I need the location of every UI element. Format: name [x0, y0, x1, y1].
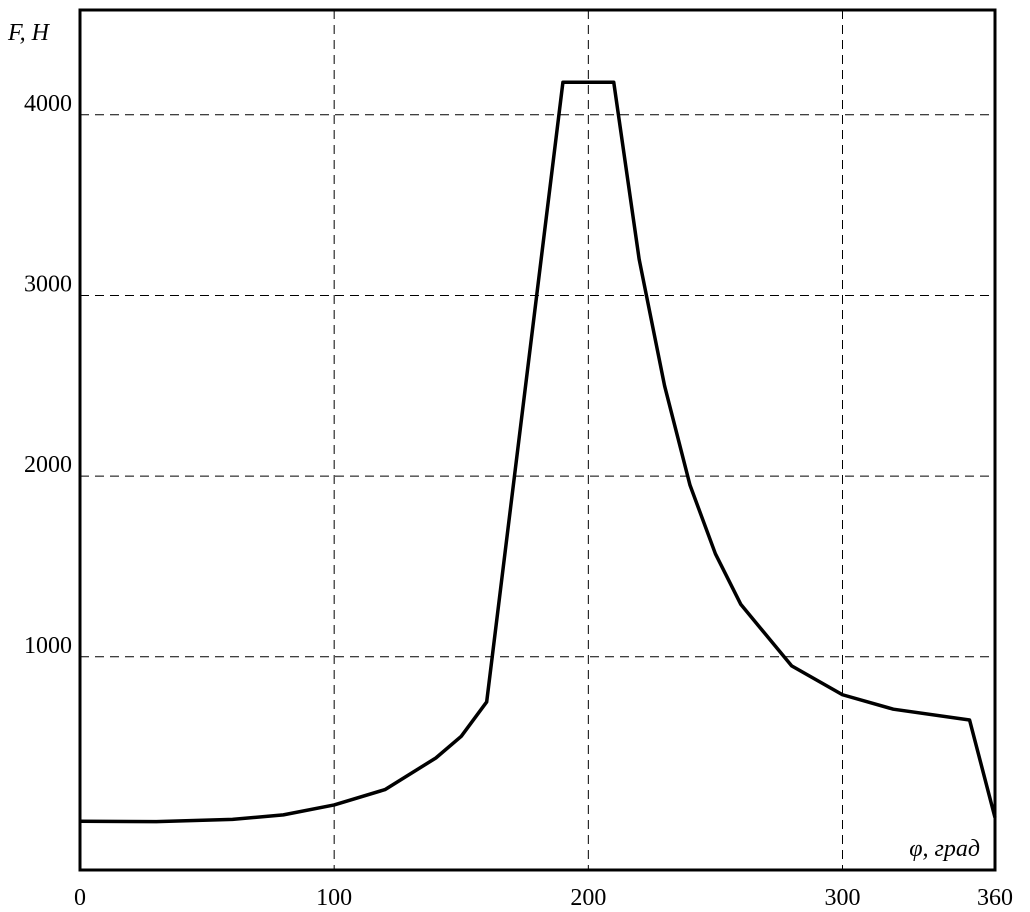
plot-frame [78, 8, 997, 872]
x-tick-label: 0 [74, 885, 86, 911]
x-tick-label: 360 [977, 885, 1013, 911]
y-tick-label: 1000 [24, 633, 72, 659]
y-tick-label: 4000 [24, 91, 72, 117]
x-tick-label: 100 [316, 885, 352, 911]
y-axis-label: F, Н [7, 20, 51, 46]
y-tick-label: 3000 [24, 271, 72, 297]
data-line [79, 80, 997, 824]
y-tick-label: 2000 [24, 452, 72, 478]
x-tick-label: 200 [570, 885, 606, 911]
x-axis-label: φ, град [909, 836, 980, 862]
x-tick-label: 300 [825, 885, 861, 911]
